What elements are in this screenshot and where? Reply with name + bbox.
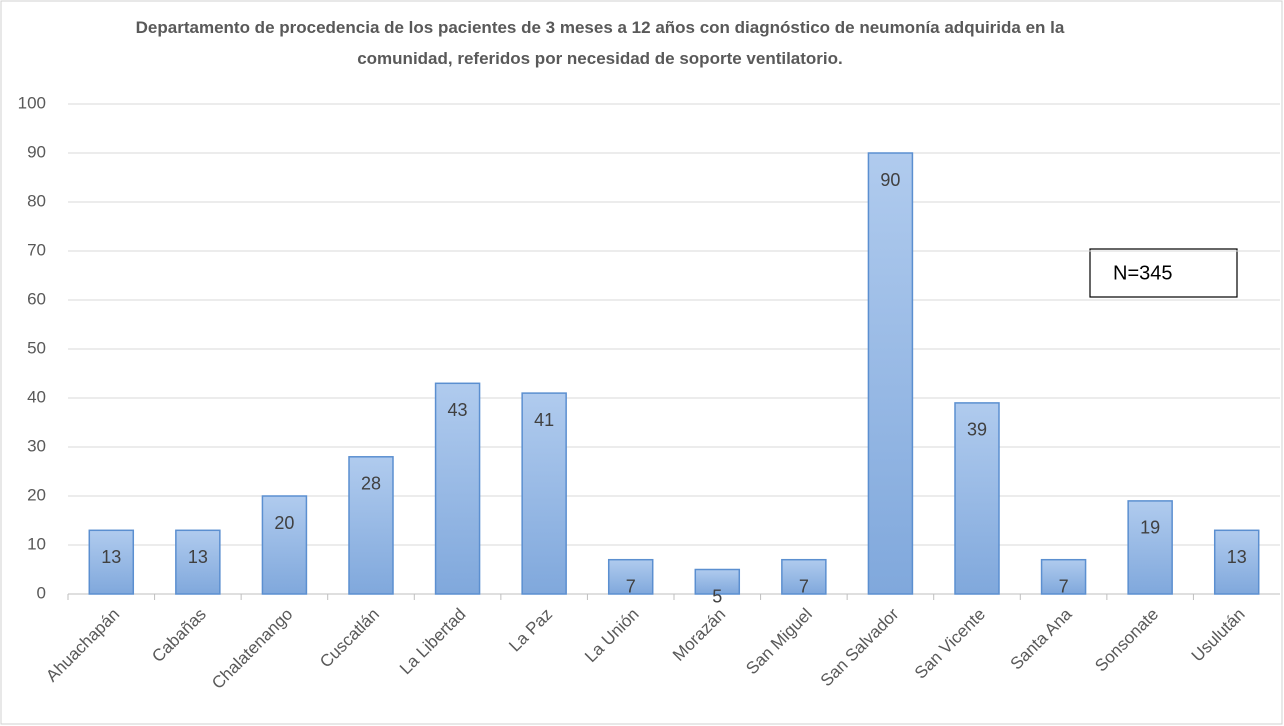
bar	[607, 558, 654, 595]
bar	[1213, 529, 1260, 595]
x-tick-label: La Unión	[581, 605, 643, 667]
x-tick-label: Sonsonate	[1091, 605, 1162, 676]
y-tick-label: 0	[37, 583, 46, 602]
x-tick-label: La Libertad	[396, 605, 470, 679]
x-tick-label: Ahuachapán	[42, 605, 123, 686]
value-label: 90	[880, 170, 900, 190]
y-tick-label: 60	[27, 289, 46, 308]
bar	[1127, 500, 1173, 595]
bar	[175, 529, 221, 595]
x-tick-label: Cuscatlán	[316, 605, 383, 672]
value-label: 5	[712, 586, 722, 606]
value-label: 13	[1227, 547, 1247, 567]
value-label: 7	[626, 576, 636, 596]
y-tick-label: 50	[27, 338, 46, 357]
y-tick-label: 80	[27, 191, 46, 210]
bar	[867, 152, 914, 595]
annotation: N=345	[1113, 262, 1173, 284]
value-label: 20	[274, 513, 294, 533]
bar	[954, 402, 1000, 595]
chart-title: Departamento de procedencia de los pacie…	[135, 18, 1065, 68]
value-label: 43	[448, 400, 468, 420]
x-tick-label: Chalatenango	[208, 605, 296, 693]
x-tick-label: Usulután	[1188, 605, 1249, 666]
y-tick-label: 20	[27, 485, 46, 504]
value-label: 28	[361, 474, 381, 494]
value-label: 39	[967, 420, 987, 440]
bar	[521, 392, 567, 595]
x-tick-label: Cabañas	[148, 605, 210, 667]
x-tick-label: San Salvador	[817, 604, 903, 690]
x-tick-label: Morazán	[669, 605, 729, 665]
annotation-box	[1089, 248, 1238, 298]
value-label: 7	[799, 576, 809, 596]
x-tick-label: San Vicente	[911, 605, 989, 683]
y-tick-label: 40	[27, 387, 46, 406]
bar	[694, 568, 741, 595]
y-tick-label: 30	[27, 436, 46, 455]
bar	[348, 456, 394, 595]
value-label: 13	[101, 547, 121, 567]
value-label: 13	[188, 547, 208, 567]
value-label: 19	[1140, 518, 1160, 538]
x-tick-label: San Miguel	[742, 605, 816, 679]
x-tick-label: Santa Ana	[1007, 604, 1076, 673]
bar	[781, 558, 827, 595]
y-tick-label: 90	[27, 142, 46, 161]
x-tick-label: La Paz	[505, 605, 556, 656]
y-tick-label: 70	[27, 240, 46, 259]
value-label: 7	[1059, 576, 1069, 596]
bar	[88, 529, 135, 595]
bar	[434, 382, 481, 595]
bar	[261, 495, 308, 595]
y-tick-label: 100	[18, 93, 46, 112]
bar	[1040, 558, 1087, 595]
value-label: 41	[534, 410, 554, 430]
y-tick-label: 10	[27, 534, 46, 553]
